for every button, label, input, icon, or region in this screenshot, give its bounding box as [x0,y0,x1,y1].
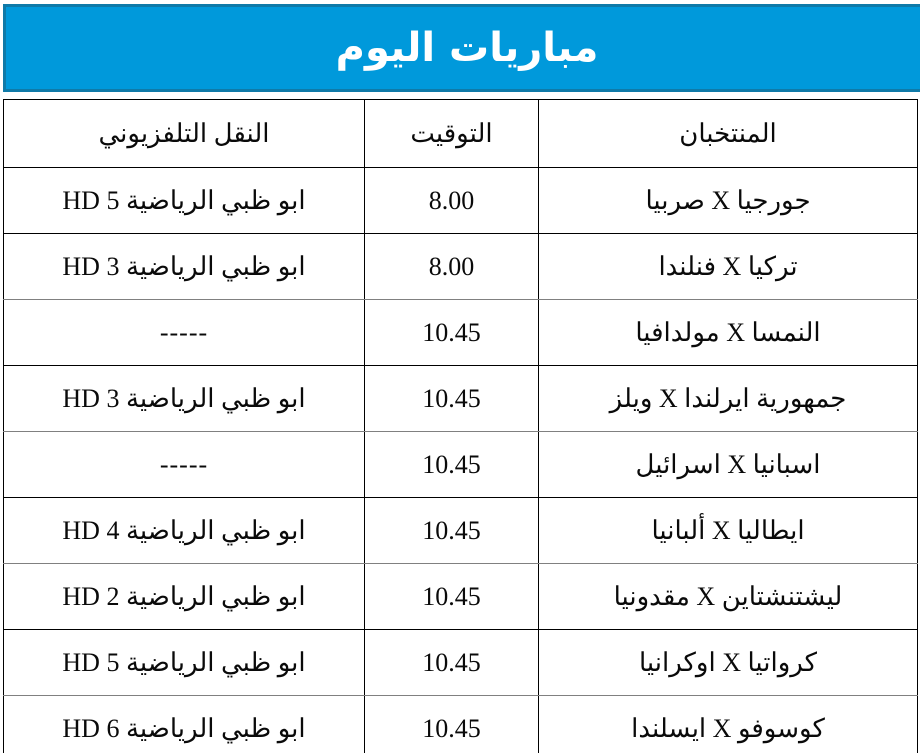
match-teams: جورجيا X صربيا [538,167,918,234]
match-teams: كرواتيا X اوكرانيا [538,629,918,696]
match-broadcast-channel: ابو ظبي الرياضية 5 HD [3,167,365,234]
table-row: كوسوفو X ايسلندا 10.45 ابو ظبي الرياضية 6 … [3,695,918,753]
match-broadcast-none: ----- [3,431,365,498]
match-teams: كوسوفو X ايسلندا [538,695,918,753]
match-time: 10.45 [364,497,539,564]
table-row: كرواتيا X اوكرانيا 10.45 ابو ظبي الرياضية … [3,629,918,696]
match-broadcast-channel: ابو ظبي الرياضية 3 HD [3,233,365,300]
match-teams: جمهورية ايرلندا X ويلز [538,365,918,432]
match-broadcast-channel: ابو ظبي الرياضية 4 HD [3,497,365,564]
match-teams: النمسا X مولدافيا [538,299,918,366]
match-time: 10.45 [364,563,539,630]
table-row: تركيا X فنلندا 8.00 ابو ظبي الرياضية 3 HD [3,233,918,300]
table-row: جمهورية ايرلندا X ويلز 10.45 ابو ظبي الريا… [3,365,918,432]
match-broadcast-channel: ابو ظبي الرياضية 5 HD [3,629,365,696]
table-row: اسبانيا X اسرائيل 10.45 ----- [3,431,918,498]
match-time: 10.45 [364,365,539,432]
match-teams: اسبانيا X اسرائيل [538,431,918,498]
match-time: 10.45 [364,299,539,366]
match-time: 8.00 [364,167,539,234]
match-time: 10.45 [364,629,539,696]
column-header-tv: النقل التلفزيوني [3,99,365,168]
table-row: ليشتنشتاين X مقدونيا 10.45 ابو ظبي الرياضي… [3,563,918,630]
match-broadcast-none: ----- [3,299,365,366]
match-time: 10.45 [364,695,539,753]
table-row: جورجيا X صربيا 8.00 ابو ظبي الرياضية 5 HD [3,167,918,234]
match-time: 8.00 [364,233,539,300]
table-row: النمسا X مولدافيا 10.45 ----- [3,299,918,366]
match-broadcast-channel: ابو ظبي الرياضية 6 HD [3,695,365,753]
column-header-time: التوقيت [364,99,539,168]
match-teams: ايطاليا X ألبانيا [538,497,918,564]
match-time: 10.45 [364,431,539,498]
match-broadcast-channel: ابو ظبي الرياضية 3 HD [3,365,365,432]
matches-table: المنتخبان التوقيت النقل التلفزيوني جورجي… [3,99,918,753]
table-header-row: المنتخبان التوقيت النقل التلفزيوني [3,99,918,168]
table-header: المنتخبان التوقيت النقل التلفزيوني [3,99,918,168]
match-teams: تركيا X فنلندا [538,233,918,300]
match-broadcast-channel: ابو ظبي الرياضية 2 HD [3,563,365,630]
page-title: مباريات اليوم [335,25,599,71]
column-header-teams: المنتخبان [538,99,918,168]
page-title-banner: مباريات اليوم [3,4,920,92]
table-body: جورجيا X صربيا 8.00 ابو ظبي الرياضية 5 HD ت… [3,167,918,753]
match-teams: ليشتنشتاين X مقدونيا [538,563,918,630]
table-row: ايطاليا X ألبانيا 10.45 ابو ظبي الرياضية 4… [3,497,918,564]
